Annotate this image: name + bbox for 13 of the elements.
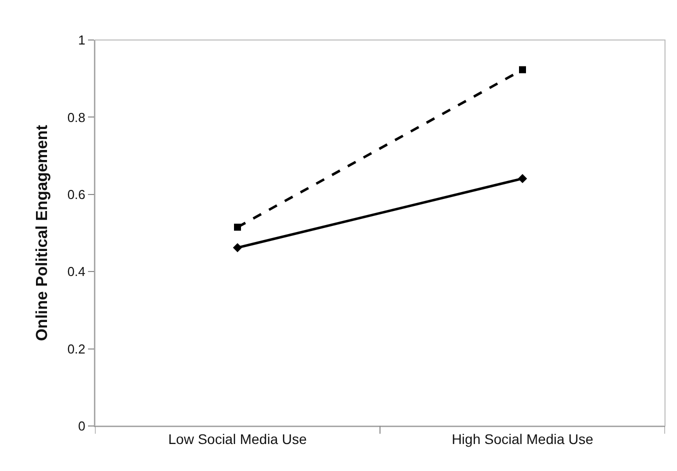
point bbox=[519, 66, 526, 74]
y-tick-label: 1 bbox=[78, 32, 86, 48]
y-tick-label: 0.8 bbox=[67, 110, 86, 125]
point bbox=[232, 243, 242, 252]
point bbox=[234, 224, 241, 231]
y-tick-label: 0.4 bbox=[67, 264, 86, 280]
y-tick-label: 0.2 bbox=[67, 341, 86, 356]
point bbox=[518, 174, 528, 184]
x-tick-label: High Social Media Use bbox=[452, 430, 594, 447]
x-tick-label: Low Social Media Use bbox=[168, 430, 307, 447]
y-axis-title: Online Political Engagement bbox=[34, 124, 52, 342]
y-tick-label: 0.6 bbox=[67, 186, 86, 202]
y-tick-label: 0 bbox=[78, 418, 86, 434]
